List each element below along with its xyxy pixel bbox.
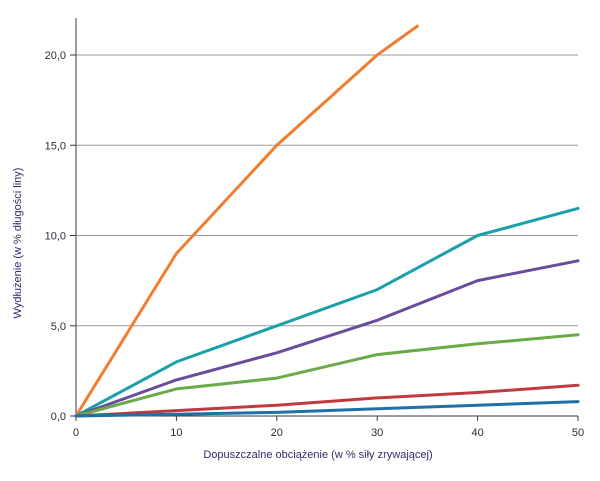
y-tick-label: 10,0	[45, 231, 66, 243]
series-line-6	[74, 400, 580, 418]
y-tick-label: 5,0	[51, 321, 66, 333]
series-lines	[74, 24, 580, 418]
series-line-4	[74, 333, 580, 418]
series-line-3	[74, 259, 580, 418]
series-line-5	[74, 383, 580, 418]
grid-lines	[76, 54, 578, 327]
x-tick-label: 40	[471, 427, 483, 439]
x-tick-label: 20	[271, 427, 283, 439]
x-tick-label: 50	[572, 427, 584, 439]
x-tick-label: 10	[170, 427, 182, 439]
y-tick-label: 0,0	[51, 411, 66, 423]
series-line-2	[74, 206, 580, 418]
x-axis-title: Dopuszczalne obciążenie (w % siły zrywaj…	[203, 449, 432, 461]
x-tick-label: 0	[73, 427, 79, 439]
series-line-1	[74, 24, 419, 418]
x-tick-label: 30	[371, 427, 383, 439]
y-axis-title: Wydłużenie (w % długości liny)	[12, 168, 24, 319]
y-tick-label: 20,0	[45, 50, 66, 62]
tick-labels: 0,0 5,0 10,0 15,0 20,0 0 10 20 30 40 50	[45, 50, 585, 439]
y-tick-label: 15,0	[45, 140, 66, 152]
axes	[70, 18, 579, 421]
